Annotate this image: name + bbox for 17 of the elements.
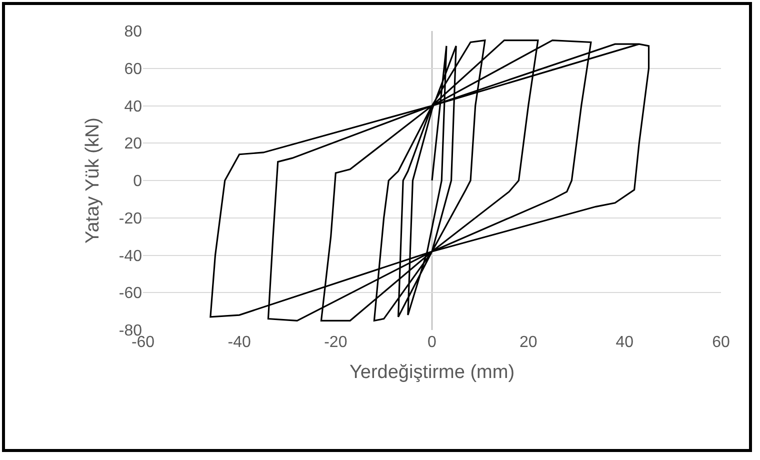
y-tick-label: 80 — [124, 24, 142, 41]
x-tick-label: 60 — [712, 334, 730, 351]
line-series — [210, 40, 650, 322]
x-axis-title: Yerdeğiştirme (mm) — [349, 362, 515, 383]
x-tick-label: 0 — [428, 334, 437, 351]
y-axis-title: Yatay Yük (kN) — [82, 117, 104, 244]
x-tick-label: -40 — [228, 334, 251, 351]
x-tick-label: 40 — [616, 334, 634, 351]
y-tick-label: -60 — [118, 285, 142, 302]
x-tick-label: 20 — [519, 334, 538, 351]
y-tick-label: 60 — [124, 60, 142, 78]
y-tick-label: 40 — [124, 98, 142, 116]
y-tick-label: 0 — [133, 173, 142, 190]
y-tick-label: -40 — [118, 248, 142, 265]
y-tick-label: 20 — [124, 136, 142, 153]
y-tick-label: -20 — [118, 210, 142, 228]
x-tick-label: -20 — [324, 334, 348, 351]
